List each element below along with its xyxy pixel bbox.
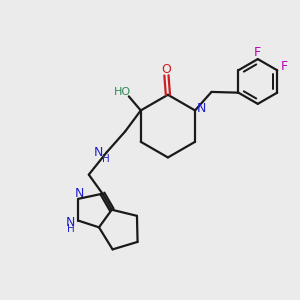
Text: N: N — [197, 102, 206, 116]
Text: N: N — [94, 146, 103, 159]
Text: N: N — [75, 187, 85, 200]
Text: H: H — [102, 154, 110, 164]
Text: O: O — [161, 64, 171, 76]
Text: F: F — [254, 46, 261, 59]
Text: N: N — [66, 216, 76, 229]
Text: H: H — [67, 224, 75, 234]
Text: F: F — [281, 60, 288, 73]
Text: HO: HO — [113, 87, 130, 97]
